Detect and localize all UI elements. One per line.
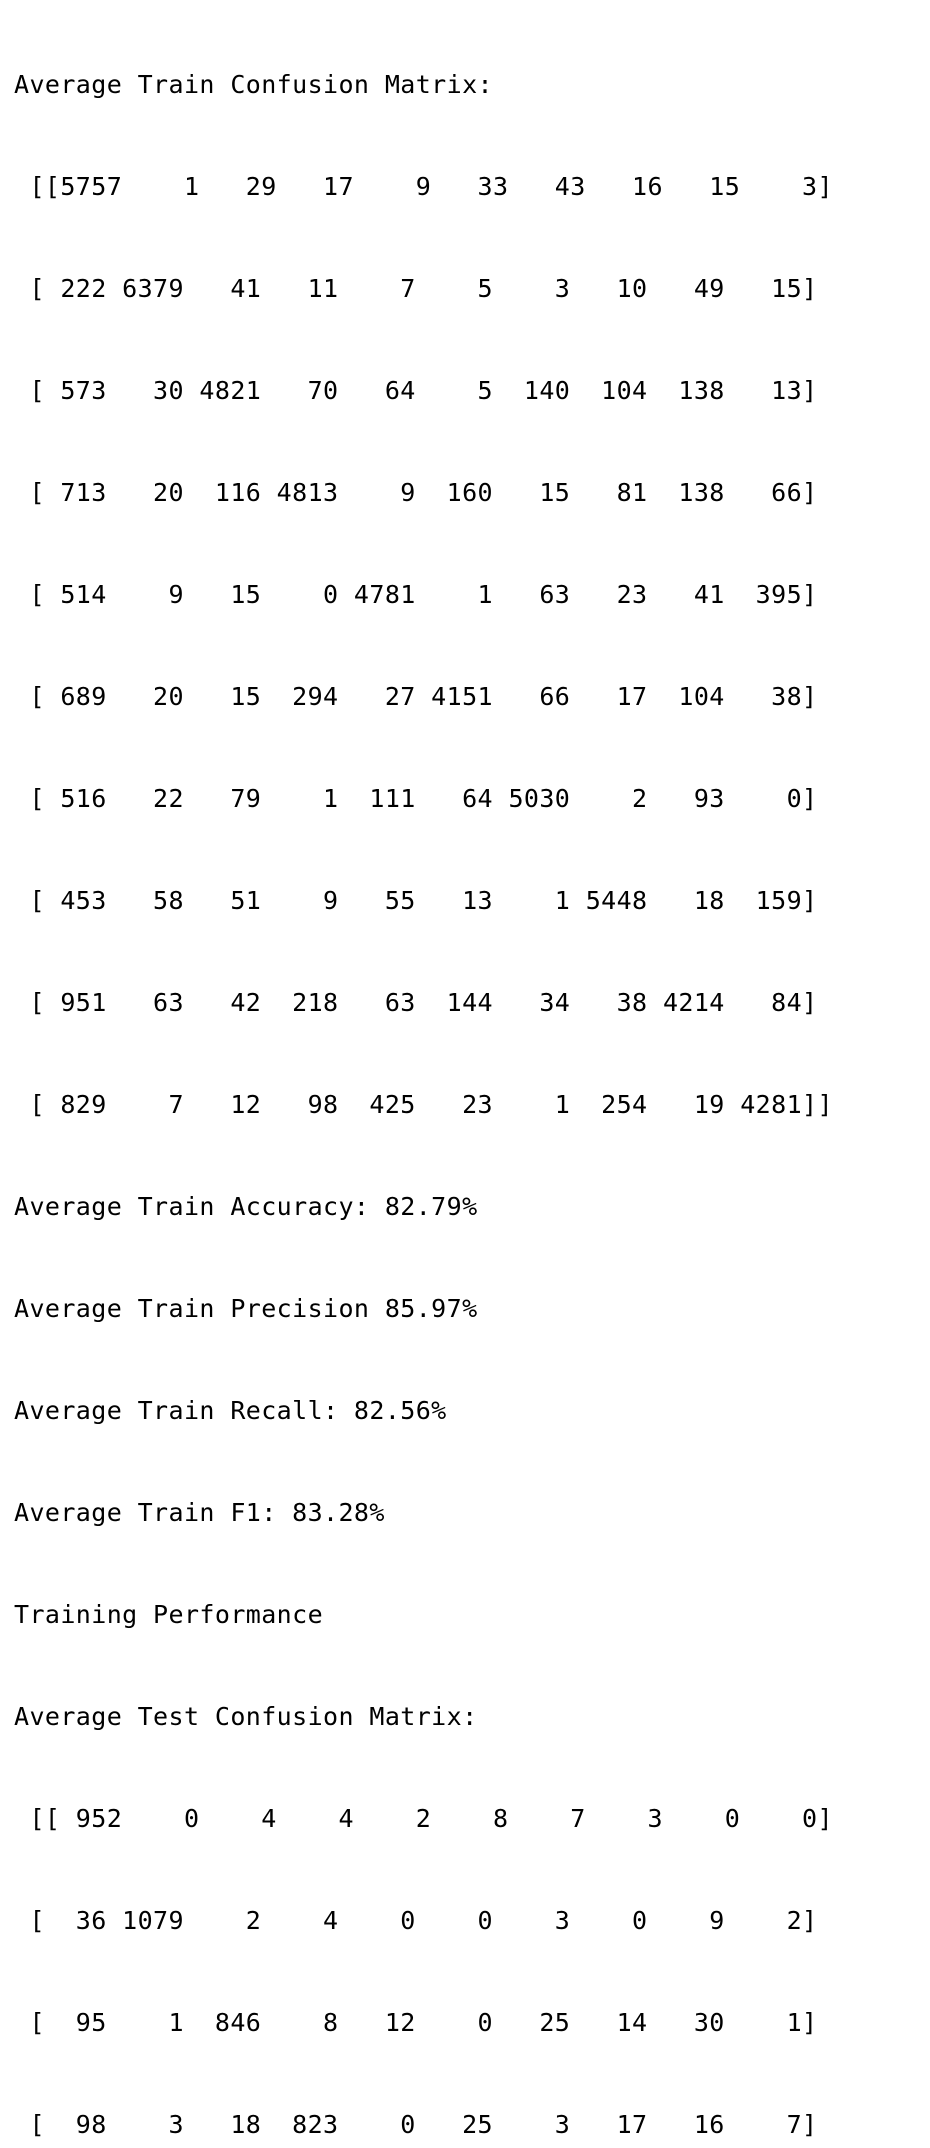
train-matrix-row: [ 222 6379 41 11 7 5 3 10 49 15] (14, 274, 818, 303)
train-accuracy-line: Average Train Accuracy: 82.79% (14, 1192, 478, 1221)
train-matrix-row: [ 453 58 51 9 55 13 1 5448 18 159] (14, 886, 818, 915)
training-performance-line: Training Performance (14, 1600, 324, 1629)
train-precision-line: Average Train Precision 85.97% (14, 1294, 478, 1323)
train-matrix-row: [ 516 22 79 1 111 64 5030 2 93 0] (14, 784, 818, 813)
train-matrix-row: [ 713 20 116 4813 9 160 15 81 138 66] (14, 478, 818, 507)
test-matrix-row: [ 36 1079 2 4 0 0 3 0 9 2] (14, 1906, 818, 1935)
test-matrix-row: [ 95 1 846 8 12 0 25 14 30 1] (14, 2008, 818, 2037)
train-recall-line: Average Train Recall: 82.56% (14, 1396, 447, 1425)
train-matrix-row: [[5757 1 29 17 9 33 43 16 15 3] (14, 172, 833, 201)
test-matrix-row: [[ 952 0 4 4 2 8 7 3 0 0] (14, 1804, 833, 1833)
train-matrix-row: [ 689 20 15 294 27 4151 66 17 104 38] (14, 682, 818, 711)
train-matrix-row: [ 514 9 15 0 4781 1 63 23 41 395] (14, 580, 818, 609)
train-f1-line: Average Train F1: 83.28% (14, 1498, 385, 1527)
train-matrix-row: [ 573 30 4821 70 64 5 140 104 138 13] (14, 376, 818, 405)
train-confusion-title: Average Train Confusion Matrix: (14, 70, 493, 99)
console-output: Average Train Confusion Matrix: [[5757 1… (14, 0, 833, 2148)
train-matrix-row: [ 829 7 12 98 425 23 1 254 19 4281]] (14, 1090, 833, 1119)
train-matrix-row: [ 951 63 42 218 63 144 34 38 4214 84] (14, 988, 818, 1017)
test-matrix-row: [ 98 3 18 823 0 25 3 17 16 7] (14, 2110, 818, 2139)
test-confusion-title: Average Test Confusion Matrix: (14, 1702, 478, 1731)
